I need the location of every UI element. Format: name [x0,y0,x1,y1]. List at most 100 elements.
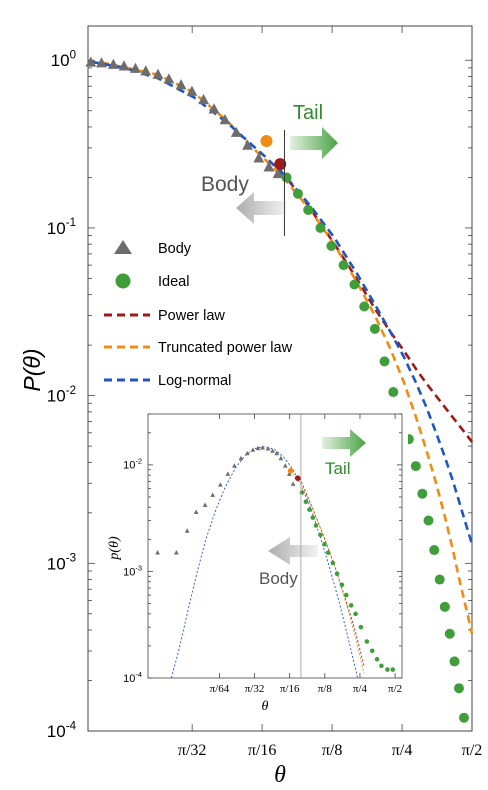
i-point-body [174,550,179,555]
inset-y-tick-labels: 10-2 10-3 10-4 [123,457,142,685]
m-x-tick-label: π/4 [392,742,413,759]
m-y-tick-label: 10-1 [47,217,76,238]
m-point-ideal [326,241,337,252]
i-point-ideal [318,532,323,538]
i-point-ideal [390,667,396,672]
i-point-body [225,471,231,476]
m-point-ideal [359,301,370,312]
i-x-tick-label: π/8 [318,683,333,695]
i-point-body [255,445,261,451]
m-point-ideal [444,628,455,639]
i-point-ideal [334,571,340,577]
tail-annotation: Tail [293,102,323,124]
legend-label-ideal: Ideal [158,274,189,290]
i-point-ideal [358,624,364,630]
i-y-tick-label: 10-3 [123,563,142,578]
i-point-body [218,482,223,487]
i-point-body [232,463,237,468]
i-y-tick-label: 10-4 [123,670,142,685]
i-x-tick-label: π/64 [210,683,230,695]
i-x-tick-label: π/32 [245,683,265,695]
m-point-body [152,68,164,79]
main-y-tick-labels: 100 10-1 10-2 10-3 10-4 [47,50,77,741]
legend-label-log-normal: Log-normal [158,373,231,389]
inset-tail-annotation: Tail [325,459,351,478]
m-split-marker [260,134,273,147]
i-point-ideal [303,499,309,505]
i-point-body [260,445,265,450]
m-x-tick-label: π/8 [322,742,343,759]
m-point-body [242,139,253,150]
m-point-body [107,58,119,69]
legend-label-power-law: Power law [158,308,225,324]
main-x-tick-labels: π/32 π/16 π/8 π/4 π/2 [178,742,482,759]
i-point-body [270,448,275,453]
i-x-tick-label: π/16 [280,683,300,695]
i-point-ideal [379,663,384,669]
m-point-ideal [410,461,421,472]
m-point-body [140,65,152,76]
i-point-ideal [307,507,312,512]
inset-body-arrow [268,537,318,565]
tail-arrow [290,127,338,159]
i-point-body [286,471,292,476]
main-plot-frame [87,25,473,732]
i-point-body [238,455,244,461]
i-point-ideal [325,550,331,555]
inset-series [155,445,396,679]
m-x-tick-label: π/2 [462,742,483,759]
i-point-ideal [369,648,375,654]
i-x-tick-label: π/2 [388,683,402,695]
i-point-ideal [313,523,319,528]
m-y-tick-label: 10-3 [47,553,76,574]
i-series-log-normal-line [170,446,359,679]
m-point-ideal [449,656,460,667]
inset-plot-frame [147,413,403,679]
main-tick-marks [88,26,473,732]
inset-tail-arrow [322,429,366,457]
m-split-marker [274,158,287,171]
m-point-ideal [439,601,450,612]
m-point-ideal [379,356,390,367]
m-point-ideal [458,712,469,723]
m-point-body [230,126,242,137]
i-point-ideal [353,611,358,617]
body-arrow [236,192,286,224]
i-point-ideal [330,560,336,566]
i-point-ideal [339,582,345,588]
m-point-body [272,167,284,179]
i-point-body [155,550,160,555]
m-point-ideal [338,260,349,271]
i-point-ideal [310,515,316,520]
i-point-ideal [364,639,370,644]
m-point-body [219,114,231,125]
m-point-ideal [417,488,428,499]
i-point-ideal [344,592,349,598]
m-point-ideal [292,188,303,199]
m-point-body [96,57,107,68]
m-point-body [198,93,210,105]
m-point-body [163,73,175,84]
m-point-body [118,60,130,71]
m-y-tick-label: 10-4 [47,720,77,741]
i-point-body [184,528,190,533]
i-split-marker [294,475,301,481]
body-annotation: Body [201,173,249,196]
i-x-tick-label: π/4 [353,683,368,695]
m-point-body [263,161,275,172]
i-point-body [210,492,216,497]
m-point-body [85,56,97,67]
i-point-body [265,446,271,451]
i-point-ideal [348,603,354,608]
i-y-tick-label: 10-2 [123,457,142,472]
m-y-tick-label: 10-2 [47,385,76,406]
m-point-ideal [303,204,314,215]
inset-tick-marks [148,413,402,679]
i-split-marker [287,467,294,474]
inset-x-axis-label: θ [262,699,269,714]
legend-label-body: Body [158,241,192,257]
m-point-ideal [315,222,326,233]
i-point-body [282,463,288,468]
main-x-axis-label: θ [274,762,286,788]
legend-label-truncated-power-law: Truncated power law [158,340,293,356]
